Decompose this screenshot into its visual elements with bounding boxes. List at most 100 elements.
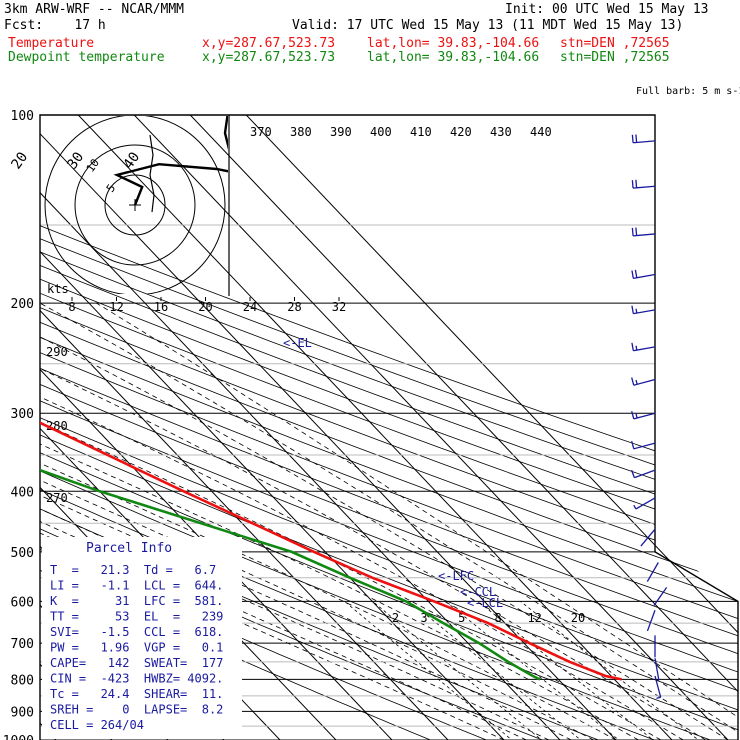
theta-label: 380 (290, 125, 312, 139)
dry-adiabat (40, 115, 738, 740)
temperature-trace (40, 115, 622, 681)
dry-adiabat (40, 115, 738, 740)
dry-adiabat (40, 115, 738, 740)
isotherm-line (40, 115, 461, 740)
kts-tick-label: 16 (154, 300, 168, 314)
init-time: Init: 00 UTC Wed 15 May 13 (505, 2, 709, 17)
parcel-info-row: LI = -1.1 LCL = 644. (50, 579, 223, 593)
dry-adiabat (40, 115, 738, 740)
mixing-ratio-line (344, 600, 529, 740)
lcl-label: <-LCL (467, 596, 503, 610)
wind-barb-staff (654, 658, 660, 681)
model-title: 3km ARW-WRF -- NCAR/MMM (4, 2, 185, 17)
axis-labels: 1002003004005006007008009001000-80-70-60… (3, 109, 586, 740)
plot-frame (39, 114, 739, 740)
dry-adiabat (40, 115, 738, 740)
theta-label: 410 (410, 125, 432, 139)
sounding-traces (40, 115, 622, 681)
dry-adiabat (40, 115, 738, 740)
mixing-ratio-label: 3 (420, 611, 427, 625)
hodograph-ring (44, 116, 226, 294)
dewpoint-station: stn=DEN ,72565 (560, 50, 670, 65)
parcel-info-box: Parcel Info T = 21.3 Td = 6.7 LI = -1.1 LC… (42, 537, 242, 739)
dry-adiabat (40, 115, 738, 740)
dewpoint-latlon: lat,lon= 39.83,-104.66 (367, 50, 540, 65)
hodograph-ring (104, 174, 166, 236)
pressure-tick-label: 700 (11, 637, 34, 652)
hodograph-storm-path (149, 134, 155, 213)
kts-label: kts (47, 282, 69, 296)
dry-adiabat (40, 115, 738, 740)
dewpoint-xy: x,y=287.67,523.73 (202, 50, 336, 65)
theta-side-label: 270 (46, 491, 68, 505)
wind-barb-flag (631, 440, 635, 450)
theta-side-label: 290 (46, 345, 68, 359)
dewpoint-legend: Dewpoint temperature (8, 50, 165, 65)
wind-barb-half (635, 345, 638, 351)
isotherm-line (189, 115, 738, 740)
isotherm-edge-label: 40 (120, 149, 143, 172)
isotherm-line (133, 115, 738, 740)
kts-tick-label: 20 (198, 300, 212, 314)
el-label: <-EL (283, 336, 312, 350)
moist-adiabat (40, 302, 662, 740)
wind-barb-flag (631, 410, 635, 420)
temperature-legend: Temperature (8, 36, 95, 51)
mixing-ratio-label: 5 (458, 611, 465, 625)
parcel-info-row: CIN = -423 HWBZ= 4092. (50, 672, 223, 686)
isotherm-line (77, 115, 685, 740)
wind-barb-half (633, 504, 637, 510)
pressure-tick-label: 100 (11, 109, 34, 124)
wind-barb-flag (630, 469, 635, 478)
wind-barbs: Full barb: 5 m s-1 (630, 86, 740, 700)
wind-barb-flag (631, 134, 634, 143)
pressure-tick-label: 400 (11, 485, 34, 500)
wind-barb-flag (635, 227, 638, 236)
dry-adiabat (40, 115, 738, 740)
wind-barb-staff (633, 185, 656, 189)
hodograph-ring-label: 5 (104, 182, 118, 195)
mixing-ratio-label: 12 (527, 611, 541, 625)
hodograph-ring-label: 10 (84, 156, 102, 174)
parcel-info-row: PW = 1.96 VGP = 0.1 (50, 641, 223, 655)
parcel-info-row: SREH = 0 LAPSE= 8.2 (50, 703, 223, 717)
wind-barb-flag (635, 179, 638, 188)
parcel-info-row: Tc = 24.4 SHEAR= 11. (50, 687, 223, 701)
isotherm-line (40, 115, 629, 740)
wind-barb-staff (646, 610, 656, 632)
wind-barb-staff (653, 587, 668, 606)
parcel-info-row: CAPE= 142 SWEAT= 177 (50, 656, 223, 670)
mixing-ratio-line (372, 600, 559, 740)
parcel-info-background (42, 537, 242, 739)
dry-adiabat (40, 115, 690, 740)
mixing-ratio-line (477, 600, 671, 740)
theta-label: 370 (250, 125, 272, 139)
wind-barb-flag (634, 269, 638, 278)
wind-barb-flag (631, 180, 634, 189)
hodograph: 510 (44, 115, 230, 296)
theta-label: 420 (450, 125, 472, 139)
mixing-ratio-lines (344, 600, 716, 740)
wind-barb-staff (634, 469, 656, 479)
hodograph-ring (74, 144, 196, 266)
wind-barb-flag (631, 342, 634, 351)
dewpoint-trace (40, 115, 541, 681)
kts-tick-label: 32 (332, 300, 346, 314)
temperature-xy: x,y=287.67,523.73 (202, 36, 336, 51)
pressure-tick-label: 600 (11, 595, 34, 610)
pressure-tick-label: 200 (11, 297, 34, 312)
temperature-latlon: lat,lon= 39.83,-104.66 (367, 36, 540, 51)
theta-label: 430 (490, 125, 512, 139)
forecast-hour: Fcst: 17 h (4, 18, 106, 33)
valid-time: Valid: 17 UTC Wed 15 May 13 (11 MDT Wed … (292, 18, 684, 33)
moist-adiabat (40, 302, 617, 740)
moist-adiabat (40, 302, 706, 740)
wind-barb-flag (631, 305, 634, 314)
lfc-label: <-LFC (438, 569, 474, 583)
wind-barb-staff (633, 140, 656, 144)
isotherm-edge-label: 30 (64, 149, 87, 172)
wind-barb-flag (635, 134, 638, 143)
moist-adiabat (40, 302, 505, 740)
temperature-station: stn=DEN ,72565 (560, 36, 670, 51)
